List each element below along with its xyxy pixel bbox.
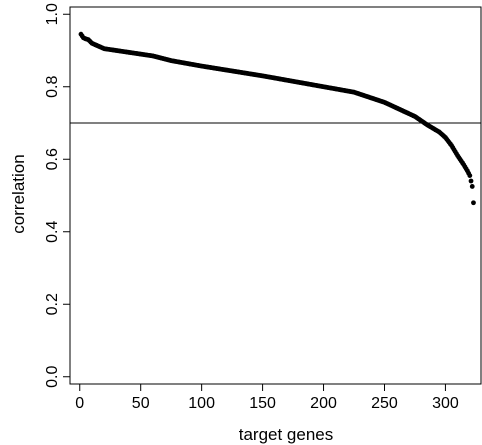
x-tick-label: 50 [132,395,150,412]
x-axis-label: target genes [239,425,334,444]
data-point [467,173,473,178]
data-point [468,178,474,184]
x-tick-label: 200 [310,395,337,412]
x-tick-label: 100 [188,395,215,412]
data-point [469,184,475,189]
y-tick-label: 0.2 [44,293,61,315]
axes-group: 0 50 100 150 200 250 300 0.0 0.2 0.4 0.6 0.8 1.0 [44,3,482,412]
x-tick-label: 300 [432,395,459,412]
y-axis-label: correlation [9,154,28,233]
x-tick-label: 0 [75,395,84,412]
data-point [471,200,476,206]
x-tick-label: 150 [249,395,276,412]
plot-frame [69,6,482,385]
y-tick-label: 0.8 [44,76,61,98]
y-tick-label: 0.0 [44,366,61,388]
x-tick-label: 250 [371,395,398,412]
y-tick-label: 0.4 [44,221,61,243]
y-tick-label: 1.0 [44,3,61,25]
y-tick-label: 0.6 [44,148,61,170]
data-points [78,31,476,206]
